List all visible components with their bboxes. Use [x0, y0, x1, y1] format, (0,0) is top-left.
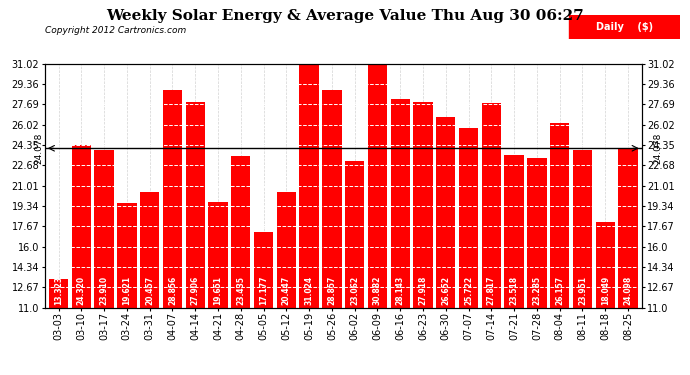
Bar	[459, 128, 478, 308]
Bar	[391, 99, 410, 308]
Text: 23.518: 23.518	[510, 276, 519, 305]
Text: Weekly Solar Energy & Average Value Thu Aug 30 06:27: Weekly Solar Energy & Average Value Thu …	[106, 9, 584, 23]
Text: 19.621: 19.621	[122, 276, 131, 305]
Bar	[117, 202, 137, 308]
Bar	[208, 202, 228, 308]
Text: Copyright 2012 Cartronics.com: Copyright 2012 Cartronics.com	[45, 26, 186, 35]
Text: 26.157: 26.157	[555, 276, 564, 305]
Bar	[163, 90, 182, 308]
Bar	[595, 222, 615, 308]
Bar	[527, 158, 546, 308]
Text: 24.078: 24.078	[34, 133, 43, 164]
Bar	[140, 192, 159, 308]
Text: 19.651: 19.651	[213, 276, 222, 305]
Text: 28.856: 28.856	[168, 276, 177, 305]
Text: 28.857: 28.857	[327, 276, 337, 305]
Text: 25.722: 25.722	[464, 276, 473, 305]
Bar	[254, 232, 273, 308]
Text: 30.882: 30.882	[373, 276, 382, 305]
Bar	[368, 65, 387, 308]
Text: 28.143: 28.143	[396, 276, 405, 305]
Bar	[569, 15, 680, 39]
Text: 20.457: 20.457	[145, 276, 154, 305]
Bar	[482, 103, 501, 308]
Bar	[49, 279, 68, 308]
Text: 23.951: 23.951	[578, 276, 587, 305]
Text: 13.323: 13.323	[54, 276, 63, 305]
Bar	[345, 160, 364, 308]
Bar	[413, 102, 433, 308]
Bar	[504, 155, 524, 308]
Text: 18.049: 18.049	[601, 276, 610, 305]
Bar	[322, 90, 342, 308]
Text: 17.177: 17.177	[259, 276, 268, 305]
Text: 23.062: 23.062	[350, 276, 359, 305]
Bar	[299, 64, 319, 308]
Text: 23.285: 23.285	[533, 276, 542, 305]
Bar	[186, 102, 205, 308]
Text: 26.652: 26.652	[442, 276, 451, 305]
Text: 27.918: 27.918	[419, 276, 428, 305]
Text: 24.078: 24.078	[653, 133, 662, 164]
Text: Daily    ($): Daily ($)	[595, 22, 653, 32]
Text: Average  ($): Average ($)	[464, 22, 532, 32]
Bar	[72, 146, 91, 308]
Bar	[550, 123, 569, 308]
Text: 24.098: 24.098	[624, 276, 633, 305]
Text: 27.906: 27.906	[190, 276, 199, 305]
Bar	[436, 117, 455, 308]
Text: 23.435: 23.435	[236, 276, 245, 305]
Text: 31.024: 31.024	[304, 276, 313, 305]
Text: 20.447: 20.447	[282, 276, 290, 305]
Bar	[231, 156, 250, 308]
Bar	[95, 150, 114, 308]
Bar	[618, 148, 638, 308]
Text: 27.817: 27.817	[487, 276, 496, 305]
Bar	[277, 192, 296, 308]
Bar	[573, 150, 592, 308]
Text: 24.320: 24.320	[77, 276, 86, 305]
Text: 23.910: 23.910	[99, 276, 108, 305]
